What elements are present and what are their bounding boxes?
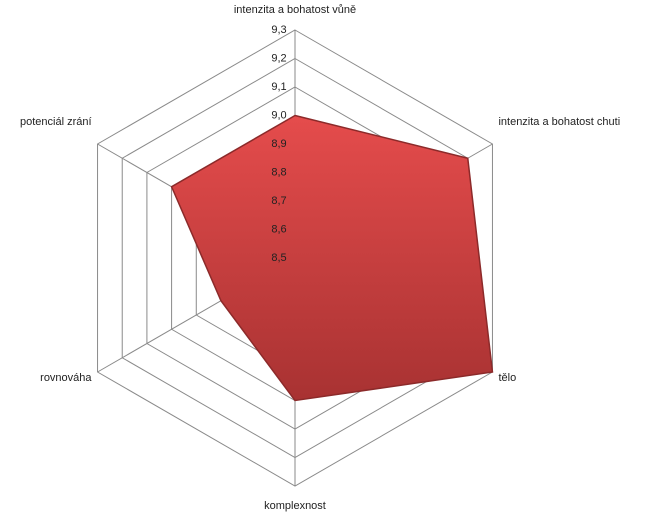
category-label: komplexnost [264, 500, 326, 512]
tick-label: 9,1 [271, 81, 286, 93]
tick-label: 9,0 [271, 109, 286, 121]
tick-label: 8,7 [271, 195, 286, 207]
category-label: intenzita a bohatost chuti [498, 116, 620, 128]
tick-label: 8,5 [271, 252, 286, 264]
tick-label: 9,3 [271, 24, 286, 36]
tick-label: 9,2 [271, 52, 286, 64]
tick-label: 8,9 [271, 138, 286, 150]
category-label: potenciál zrání [20, 116, 92, 128]
tick-label: 8,6 [271, 223, 286, 235]
data-area [170, 114, 494, 402]
tick-label: 8,8 [271, 166, 286, 178]
category-label: intenzita a bohatost vůně [234, 4, 356, 16]
category-label: rovnováha [40, 372, 92, 384]
category-label: tělo [498, 372, 516, 384]
